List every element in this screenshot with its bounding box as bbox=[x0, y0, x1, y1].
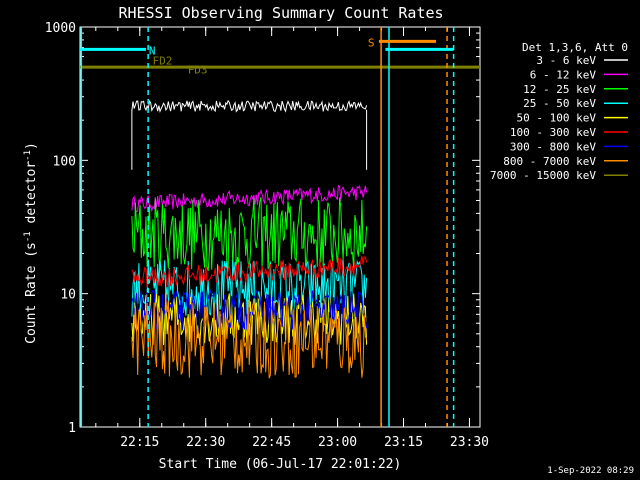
y-tick-label: 1000 bbox=[45, 21, 76, 36]
x-tick-label: 22:15 bbox=[120, 435, 159, 450]
footer-timestamp: 1-Sep-2022 08:29 bbox=[547, 466, 634, 476]
series-line bbox=[131, 197, 368, 272]
x-tick-label: 22:45 bbox=[252, 435, 291, 450]
x-tick-label: 23:30 bbox=[450, 435, 489, 450]
legend-label: 800 - 7000 keV bbox=[503, 155, 596, 168]
y-axis-label: Count Rate (s-1 detector-1) bbox=[23, 142, 39, 344]
series-line bbox=[131, 298, 368, 379]
x-tick-label: 23:00 bbox=[318, 435, 357, 450]
plot-frame bbox=[79, 26, 481, 428]
series-line bbox=[131, 289, 368, 331]
legend-label: 50 - 100 keV bbox=[517, 112, 597, 125]
flag-label: FD3 bbox=[188, 64, 208, 77]
y-tick-label: 1 bbox=[68, 421, 76, 436]
series-line bbox=[131, 184, 368, 213]
x-tick-label: 22:30 bbox=[186, 435, 225, 450]
series-line bbox=[131, 99, 368, 113]
legend-label: 3 - 6 keV bbox=[536, 54, 596, 67]
legend-label: 6 - 12 keV bbox=[530, 68, 597, 81]
x-axis-label: Start Time (06-Jul-17 22:01:22) bbox=[159, 457, 402, 472]
y-tick-label: 10 bbox=[60, 288, 76, 303]
legend-label: 12 - 25 keV bbox=[523, 83, 596, 96]
flag-label: FD2 bbox=[153, 55, 173, 68]
y-tick-label: 100 bbox=[53, 154, 76, 169]
flag-label: N bbox=[149, 44, 156, 57]
legend-label: 100 - 300 keV bbox=[510, 126, 596, 139]
chart-title: RHESSI Observing Summary Count Rates bbox=[118, 4, 443, 22]
legend-title: Det 1,3,6, Att 0 bbox=[522, 41, 628, 54]
legend-label: 7000 - 15000 keV bbox=[490, 169, 596, 182]
x-tick-label: 23:15 bbox=[384, 435, 423, 450]
legend-label: 25 - 50 keV bbox=[523, 97, 596, 110]
legend-label: 300 - 800 keV bbox=[510, 140, 596, 153]
flag-label: S bbox=[368, 36, 375, 49]
plot-area: 1 10 100 1000 22:15 22:30 22:45 23:00 23:15 23:30… bbox=[45, 21, 489, 450]
series-line bbox=[131, 255, 368, 288]
